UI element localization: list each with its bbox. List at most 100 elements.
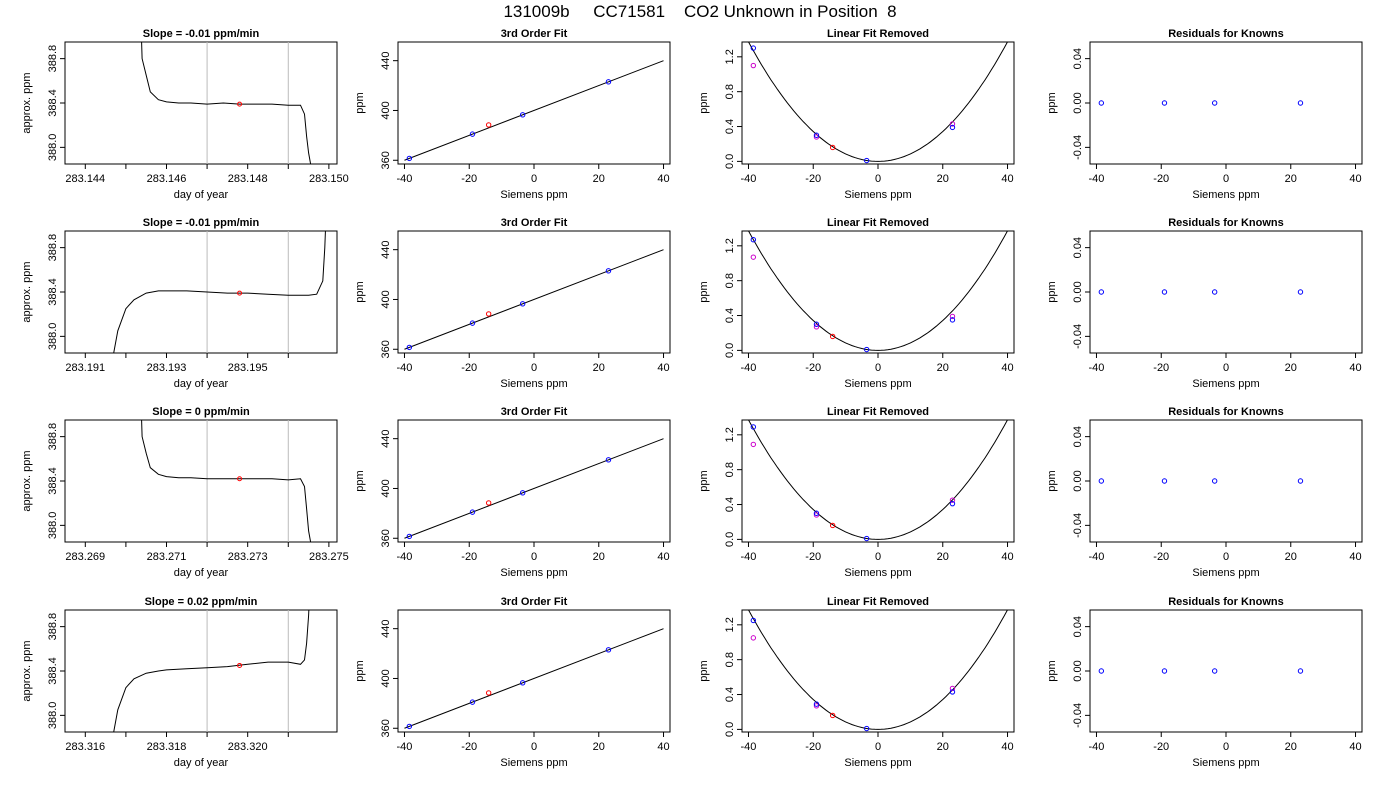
x-axis-label: Siemens ppm bbox=[1192, 757, 1259, 769]
plot-frame bbox=[1089, 41, 1363, 165]
x-tick-label: -40 bbox=[741, 173, 757, 185]
y-axis-label: ppm bbox=[354, 470, 366, 491]
y-tick-label: 400 bbox=[380, 290, 392, 308]
x-tick-label: -20 bbox=[461, 362, 477, 374]
known-point bbox=[469, 509, 476, 515]
y-tick-label: 388.8 bbox=[47, 423, 59, 451]
mean-marker bbox=[237, 476, 243, 482]
x-tick-label: 40 bbox=[1001, 173, 1013, 185]
x-tick-label: 283.271 bbox=[147, 551, 187, 563]
y-tick-label: 0.8 bbox=[724, 652, 736, 667]
y-tick-label: 388.8 bbox=[47, 45, 59, 73]
unknown-point bbox=[485, 311, 492, 317]
y-tick-label: 400 bbox=[380, 669, 392, 687]
y-tick-label: 440 bbox=[380, 619, 392, 637]
x-axis-label: Siemens ppm bbox=[844, 567, 911, 579]
panel-1-0: Slope = -0.01 ppm/min 283.191 283.193 283.1… bbox=[21, 217, 338, 390]
panel-0-1: 3rd Order Fit -40 -20 0 20 40 360 400 440 Siemens… bbox=[354, 28, 671, 201]
panel-title: Slope = -0.01 ppm/min bbox=[143, 28, 260, 40]
y-tick-label: 388.8 bbox=[47, 613, 59, 641]
x-tick-label: 283.273 bbox=[228, 551, 268, 563]
x-tick-label: -20 bbox=[805, 173, 821, 185]
y-axis-label: ppm bbox=[698, 92, 710, 113]
x-tick-label: 283.146 bbox=[147, 173, 187, 185]
x-axis-label: Siemens ppm bbox=[500, 378, 567, 390]
x-tick-label: 20 bbox=[937, 173, 949, 185]
x-axis-label: Siemens ppm bbox=[500, 757, 567, 769]
x-axis-label: Siemens ppm bbox=[500, 567, 567, 579]
x-tick-label: 20 bbox=[593, 551, 605, 563]
panel-2-1: 3rd Order Fit -40 -20 0 20 40 360 400 440 Siemens… bbox=[354, 406, 671, 579]
alt-point bbox=[949, 497, 956, 503]
x-tick-label: 283.275 bbox=[309, 551, 349, 563]
plot-area bbox=[141, 420, 312, 542]
x-tick-label: 283.150 bbox=[309, 173, 349, 185]
x-tick-label: 20 bbox=[1285, 362, 1297, 374]
fit-curve bbox=[747, 42, 1009, 162]
x-tick-label: 283.269 bbox=[65, 551, 105, 563]
alt-point bbox=[750, 62, 757, 69]
x-tick-label: -20 bbox=[805, 362, 821, 374]
known-point bbox=[469, 699, 476, 705]
y-tick-label: -0.04 bbox=[1072, 513, 1084, 538]
y-tick-label: 388.4 bbox=[47, 278, 59, 306]
x-axis-label: Siemens ppm bbox=[1192, 567, 1259, 579]
panel-title: 3rd Order Fit bbox=[501, 28, 568, 40]
unknown-point bbox=[829, 333, 836, 340]
x-tick-label: 20 bbox=[1285, 173, 1297, 185]
known-point bbox=[1161, 668, 1168, 674]
unknown-point bbox=[485, 690, 492, 696]
panel-title: Residuals for Knowns bbox=[1168, 406, 1284, 418]
y-tick-label: -0.04 bbox=[1072, 135, 1084, 160]
x-tick-label: 0 bbox=[875, 551, 881, 563]
panel-3-0: Slope = 0.02 ppm/min 283.316 283.318 283.32… bbox=[21, 596, 338, 769]
plot-area bbox=[141, 42, 312, 164]
known-point bbox=[469, 320, 476, 326]
panel-2-3: Residuals for Knowns -40 -20 0 20 40 -0.04 0.00… bbox=[1046, 406, 1363, 579]
y-tick-label: 0.04 bbox=[1072, 616, 1084, 637]
mean-marker bbox=[237, 662, 243, 668]
y-tick-label: 0.00 bbox=[1072, 470, 1084, 491]
known-point bbox=[1211, 100, 1218, 106]
x-tick-label: 283.191 bbox=[65, 362, 105, 374]
x-tick-label: 0 bbox=[1223, 173, 1229, 185]
known-point bbox=[949, 124, 956, 131]
y-tick-label: 0.4 bbox=[724, 119, 736, 134]
y-axis-label: approx. ppm bbox=[21, 450, 33, 511]
y-tick-label: 360 bbox=[380, 340, 392, 358]
alt-point bbox=[813, 324, 820, 330]
x-tick-label: 40 bbox=[1349, 173, 1361, 185]
x-tick-label: -40 bbox=[1089, 362, 1105, 374]
panel-title: Slope = 0.02 ppm/min bbox=[145, 596, 258, 608]
y-axis-label: ppm bbox=[354, 281, 366, 302]
x-tick-label: -40 bbox=[741, 362, 757, 374]
x-axis-label: Siemens ppm bbox=[1192, 189, 1259, 201]
x-tick-label: -20 bbox=[805, 551, 821, 563]
x-axis-label: Siemens ppm bbox=[500, 189, 567, 201]
plot-frame bbox=[1089, 419, 1363, 543]
y-tick-label: 400 bbox=[380, 479, 392, 497]
known-point bbox=[519, 680, 526, 686]
x-tick-label: -20 bbox=[461, 173, 477, 185]
x-tick-label: 0 bbox=[875, 173, 881, 185]
plot-frame bbox=[397, 41, 671, 165]
x-tick-label: -40 bbox=[1089, 173, 1105, 185]
x-tick-label: -40 bbox=[397, 551, 413, 563]
plot-frame bbox=[741, 230, 1015, 354]
x-tick-label: 283.320 bbox=[228, 741, 268, 753]
x-tick-label: 20 bbox=[937, 551, 949, 563]
known-point bbox=[1297, 668, 1304, 674]
y-tick-label: 0.8 bbox=[724, 273, 736, 288]
x-axis-label: day of year bbox=[174, 757, 229, 769]
alt-point bbox=[750, 635, 757, 641]
known-point bbox=[813, 510, 820, 516]
figure-title: 131009b CC71581 CO2 Unknown in Position … bbox=[503, 2, 897, 21]
plot-frame bbox=[64, 609, 338, 733]
y-axis-label: ppm bbox=[354, 92, 366, 113]
x-tick-label: 0 bbox=[1223, 741, 1229, 753]
panel-3-3: Residuals for Knowns -40 -20 0 20 40 -0.04 0.00… bbox=[1046, 596, 1363, 769]
x-tick-label: -20 bbox=[1153, 551, 1169, 563]
x-tick-label: 0 bbox=[531, 741, 537, 753]
x-tick-label: 40 bbox=[1349, 362, 1361, 374]
y-tick-label: 360 bbox=[380, 529, 392, 547]
